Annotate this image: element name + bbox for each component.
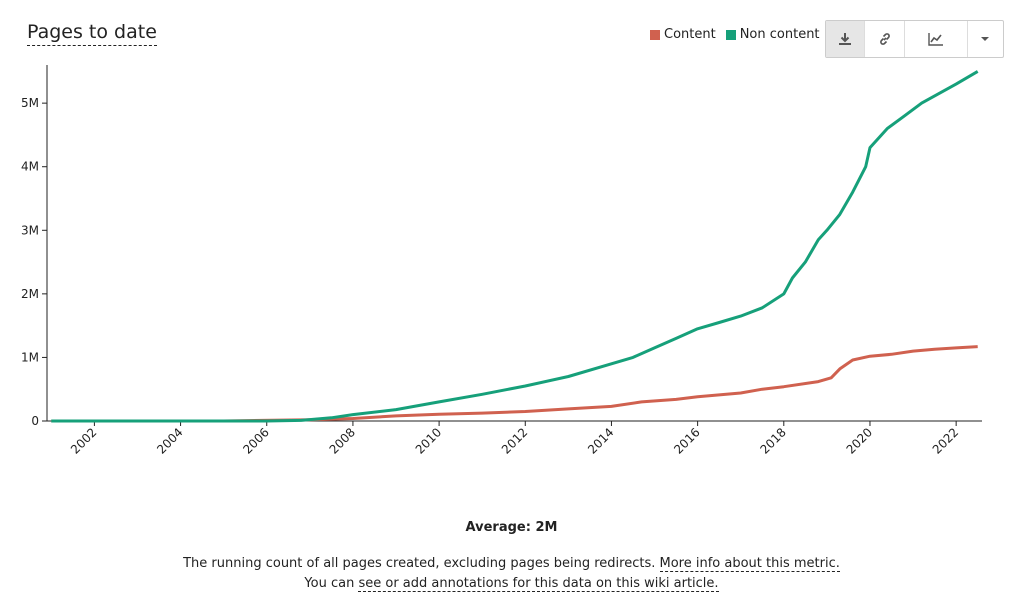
x-tick-label: 2002: [68, 425, 99, 456]
series-line-non-content: [51, 70, 979, 423]
download-button[interactable]: [826, 21, 866, 57]
y-tick-label: 2M: [21, 287, 39, 301]
annotations-link[interactable]: see or add annotations for this data on …: [358, 576, 719, 592]
y-tick-label: 5M: [21, 96, 39, 110]
chart-legend: Content Non content: [650, 27, 820, 42]
x-tick-label: 2012: [499, 425, 530, 456]
x-tick-label: 2016: [671, 425, 702, 456]
x-tick-label: 2018: [757, 425, 788, 456]
legend-label-content: Content: [664, 27, 716, 42]
chart-type-button[interactable]: [905, 21, 968, 57]
more-info-link[interactable]: More info about this metric.: [659, 556, 840, 572]
legend-item-non-content[interactable]: Non content: [725, 27, 820, 42]
x-tick-label: 2004: [154, 425, 185, 456]
chevron-down-icon: [981, 37, 990, 41]
y-tick-label: 3M: [21, 223, 39, 237]
link-button[interactable]: [865, 21, 905, 57]
download-icon: [839, 33, 852, 45]
description-text: The running count of all pages created, …: [183, 556, 656, 571]
x-tick-label: 2020: [844, 425, 875, 456]
legend-swatch-content: [650, 29, 660, 40]
chart-axes: 0 1M 2M 3M 4M 5M 2002 2004 2006 2008 2010 2012 2014 2…: [21, 65, 982, 457]
chart-toolbar: [825, 20, 1004, 58]
series-line-content: [51, 345, 978, 423]
legend-swatch-non-content: [725, 29, 736, 40]
legend-label-non-content: Non content: [739, 27, 820, 42]
line-chart: 0 1M 2M 3M 4M 5M 2002 2004 2006 2008 2010 2012 2014 2…: [21, 65, 982, 457]
y-tick-label: 0: [31, 414, 39, 428]
metric-description: The running count of all pages created, …: [0, 554, 1023, 594]
y-tick-label: 4M: [21, 160, 39, 174]
chart-series: [51, 70, 979, 423]
legend-item-content[interactable]: Content: [650, 27, 716, 42]
page-title[interactable]: Pages to date: [27, 20, 157, 46]
y-tick-label: 1M: [21, 350, 39, 364]
x-tick-label: 2006: [240, 425, 271, 456]
x-tick-label: 2008: [327, 425, 358, 456]
line-chart-icon: [927, 33, 943, 46]
x-tick-label: 2022: [930, 425, 961, 456]
x-tick-label: 2014: [585, 425, 616, 456]
link-icon: [879, 33, 890, 45]
more-options-button[interactable]: [968, 21, 1003, 57]
average-label: Average: 2M: [465, 520, 558, 535]
x-tick-label: 2010: [413, 425, 444, 456]
annotations-prefix: You can: [304, 576, 355, 591]
